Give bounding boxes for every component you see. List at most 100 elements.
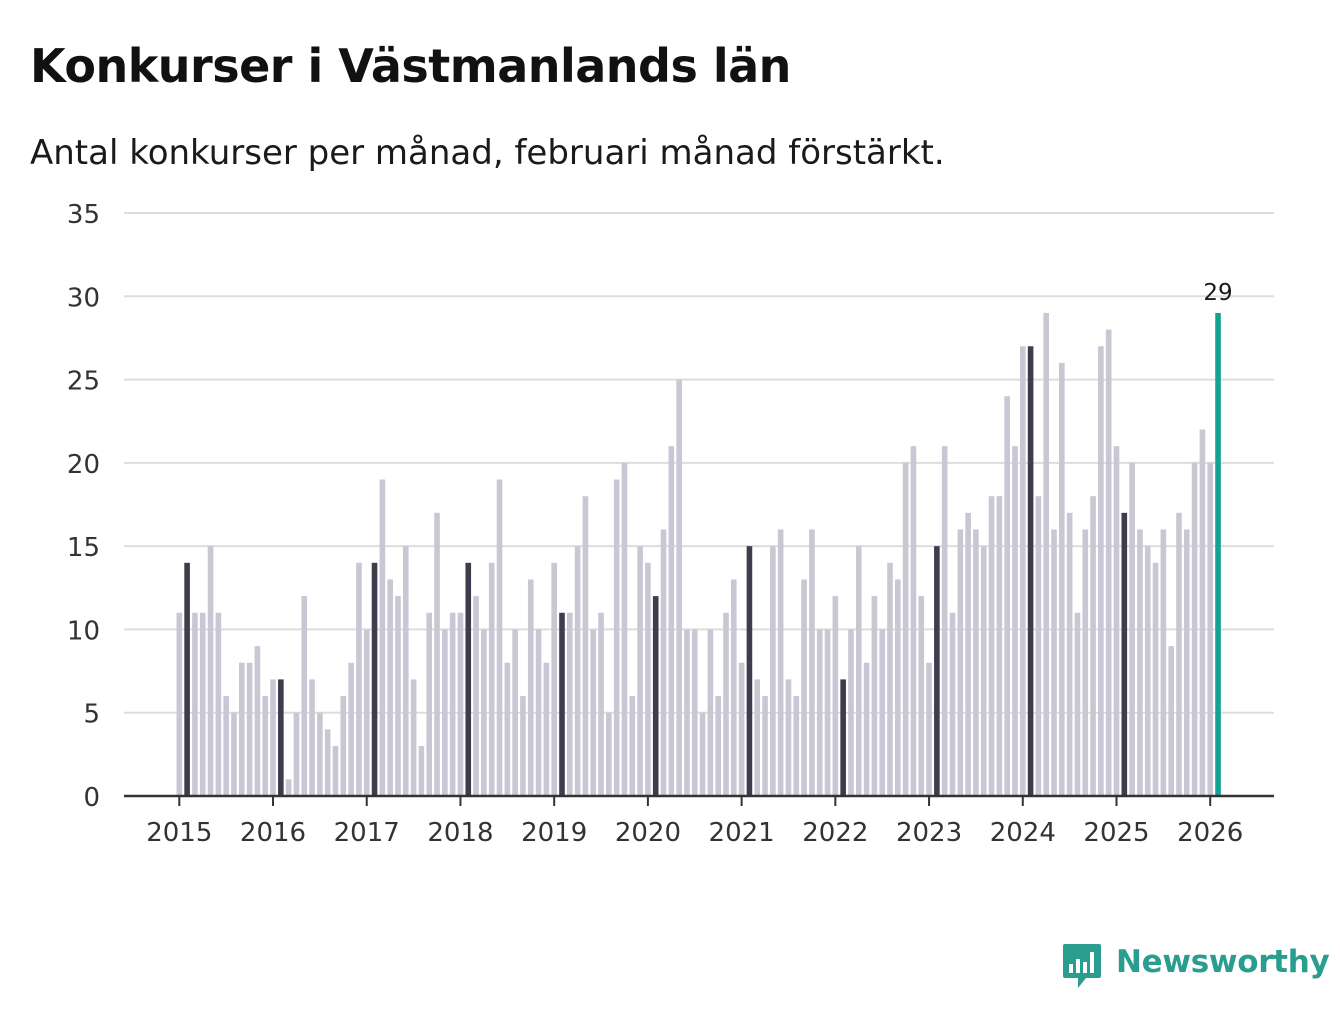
bar	[317, 712, 323, 796]
bar	[254, 646, 261, 796]
bar	[262, 696, 269, 796]
bar	[481, 629, 487, 796]
x-tick-label: 2020	[615, 818, 681, 848]
chart-subtitle: Antal konkurser per månad, februari måna…	[30, 133, 945, 173]
bar	[426, 612, 433, 796]
bar	[613, 479, 620, 796]
bar	[793, 696, 800, 796]
bar	[918, 596, 925, 796]
bar	[1082, 529, 1089, 796]
bar	[246, 662, 253, 796]
bar	[926, 662, 932, 796]
bar	[1051, 529, 1057, 796]
bar	[176, 612, 183, 796]
x-tick-label: 2023	[896, 818, 962, 848]
bar	[238, 662, 245, 796]
bar	[1027, 346, 1034, 796]
bar	[1090, 496, 1096, 796]
bar	[559, 612, 565, 796]
bar	[598, 612, 604, 796]
bar	[645, 562, 651, 796]
bar	[582, 496, 589, 796]
bar	[715, 696, 721, 796]
bar	[731, 579, 737, 796]
bar	[223, 696, 229, 796]
bar	[590, 629, 597, 796]
bar	[606, 712, 612, 796]
bar	[902, 462, 909, 796]
bar	[465, 562, 472, 796]
bar	[192, 612, 198, 796]
x-tick-label: 2019	[521, 818, 587, 848]
bar	[1012, 446, 1018, 796]
bar	[816, 629, 823, 796]
bar	[1207, 462, 1214, 796]
bar	[340, 696, 347, 796]
bar	[496, 479, 503, 796]
bar	[1176, 512, 1182, 796]
bar	[395, 596, 401, 796]
bar	[1004, 396, 1010, 796]
bar	[949, 612, 956, 796]
bar	[1074, 612, 1081, 796]
bar	[1105, 329, 1112, 796]
x-tick-label: 2017	[334, 818, 400, 848]
bar	[1183, 529, 1190, 796]
y-tick-label: 25	[67, 367, 100, 397]
bar	[754, 679, 761, 796]
y-tick-label: 30	[67, 283, 100, 313]
bar	[1059, 362, 1065, 796]
newsworthy-logo[interactable]: Newsworthy	[1060, 940, 1330, 990]
x-tick-label: 2025	[1083, 818, 1149, 848]
bar	[207, 546, 214, 796]
bar	[855, 546, 862, 796]
bar	[332, 746, 339, 796]
bar	[199, 612, 206, 796]
bar	[957, 529, 964, 796]
bar	[988, 496, 995, 796]
bar	[887, 562, 893, 796]
bar	[449, 612, 456, 796]
bar	[215, 612, 222, 796]
bar	[387, 579, 393, 796]
x-tick-label: 2021	[709, 818, 775, 848]
bar	[832, 596, 839, 796]
y-tick-label: 5	[83, 700, 100, 730]
bar	[371, 562, 378, 796]
bar	[324, 729, 331, 796]
bar	[504, 662, 511, 796]
bar	[410, 679, 417, 796]
bar	[996, 496, 1003, 796]
bar	[1129, 462, 1135, 796]
bar	[293, 712, 300, 796]
bar	[621, 462, 628, 796]
bar	[1121, 512, 1128, 796]
bar	[941, 446, 948, 796]
bar	[1019, 346, 1026, 796]
bar	[1199, 429, 1206, 796]
bar	[278, 679, 284, 796]
bar	[668, 446, 675, 796]
bar	[488, 562, 495, 796]
chart-title: Konkurser i Västmanlands län	[30, 39, 791, 93]
bar	[270, 679, 276, 796]
bar	[434, 512, 440, 796]
newsworthy-logo-icon	[1063, 944, 1101, 988]
bar	[785, 679, 792, 796]
bar	[1137, 529, 1143, 796]
bar	[527, 579, 534, 796]
bar	[777, 529, 784, 796]
bar	[723, 612, 729, 796]
latest-value-label: 29	[1203, 280, 1232, 306]
y-tick-label: 0	[83, 783, 100, 813]
bar	[1160, 529, 1167, 796]
bar	[1191, 462, 1198, 796]
bar	[676, 379, 682, 796]
bar	[629, 696, 636, 796]
y-tick-label: 10	[67, 616, 100, 646]
bar	[442, 629, 448, 796]
x-tick-label: 2015	[146, 818, 212, 848]
bar	[379, 479, 386, 796]
bar	[356, 562, 362, 796]
